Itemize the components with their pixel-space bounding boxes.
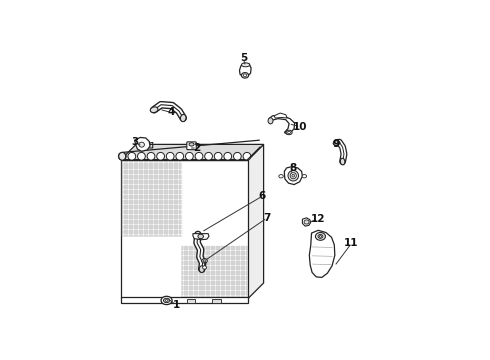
Text: 6: 6 — [259, 191, 266, 201]
Ellipse shape — [290, 173, 296, 179]
Polygon shape — [269, 115, 294, 134]
Text: 12: 12 — [311, 214, 325, 224]
Ellipse shape — [176, 152, 184, 160]
Ellipse shape — [268, 118, 273, 124]
Polygon shape — [121, 159, 248, 298]
Ellipse shape — [302, 175, 307, 178]
Ellipse shape — [164, 298, 170, 303]
Ellipse shape — [318, 234, 323, 238]
Polygon shape — [187, 299, 195, 303]
Polygon shape — [121, 297, 248, 303]
Ellipse shape — [288, 170, 298, 181]
Polygon shape — [309, 230, 335, 278]
Polygon shape — [284, 167, 302, 185]
Ellipse shape — [202, 258, 207, 263]
Ellipse shape — [195, 152, 203, 160]
Ellipse shape — [333, 141, 340, 145]
Ellipse shape — [242, 73, 248, 78]
Ellipse shape — [161, 296, 172, 305]
Polygon shape — [135, 138, 150, 151]
Polygon shape — [240, 63, 251, 77]
Ellipse shape — [286, 130, 292, 135]
Ellipse shape — [150, 107, 158, 113]
Ellipse shape — [180, 114, 186, 122]
Ellipse shape — [243, 152, 251, 160]
Text: 3: 3 — [132, 138, 139, 148]
Ellipse shape — [319, 235, 321, 237]
Ellipse shape — [139, 142, 145, 147]
Ellipse shape — [292, 174, 294, 177]
Ellipse shape — [166, 152, 174, 160]
Ellipse shape — [138, 152, 146, 160]
Ellipse shape — [242, 63, 250, 67]
Ellipse shape — [119, 152, 126, 160]
Ellipse shape — [304, 220, 309, 224]
Polygon shape — [121, 144, 264, 159]
Ellipse shape — [279, 175, 283, 178]
Polygon shape — [212, 299, 220, 303]
Ellipse shape — [203, 260, 206, 262]
Text: 2: 2 — [194, 143, 201, 153]
Ellipse shape — [198, 234, 203, 239]
Ellipse shape — [224, 152, 232, 160]
Ellipse shape — [244, 74, 246, 77]
Ellipse shape — [288, 131, 291, 134]
Polygon shape — [161, 299, 170, 303]
Ellipse shape — [316, 233, 325, 240]
Text: 5: 5 — [240, 53, 247, 63]
Text: 11: 11 — [344, 238, 359, 248]
Text: 8: 8 — [290, 163, 297, 173]
Polygon shape — [248, 144, 264, 298]
Ellipse shape — [186, 152, 193, 160]
Text: 4: 4 — [168, 108, 175, 117]
Ellipse shape — [199, 266, 204, 273]
Ellipse shape — [165, 300, 168, 301]
Ellipse shape — [119, 152, 126, 160]
Ellipse shape — [234, 152, 241, 160]
Ellipse shape — [128, 152, 136, 160]
Text: 7: 7 — [264, 213, 271, 223]
Text: 9: 9 — [333, 139, 340, 149]
Ellipse shape — [214, 152, 222, 160]
Text: 10: 10 — [293, 122, 308, 132]
Ellipse shape — [205, 152, 213, 160]
Ellipse shape — [147, 152, 155, 160]
Ellipse shape — [157, 152, 165, 160]
Polygon shape — [302, 218, 311, 226]
Text: 1: 1 — [172, 300, 180, 310]
Polygon shape — [193, 234, 209, 240]
Polygon shape — [274, 113, 287, 118]
Ellipse shape — [203, 266, 206, 269]
Ellipse shape — [189, 143, 194, 146]
Ellipse shape — [341, 158, 345, 165]
FancyBboxPatch shape — [187, 142, 196, 150]
